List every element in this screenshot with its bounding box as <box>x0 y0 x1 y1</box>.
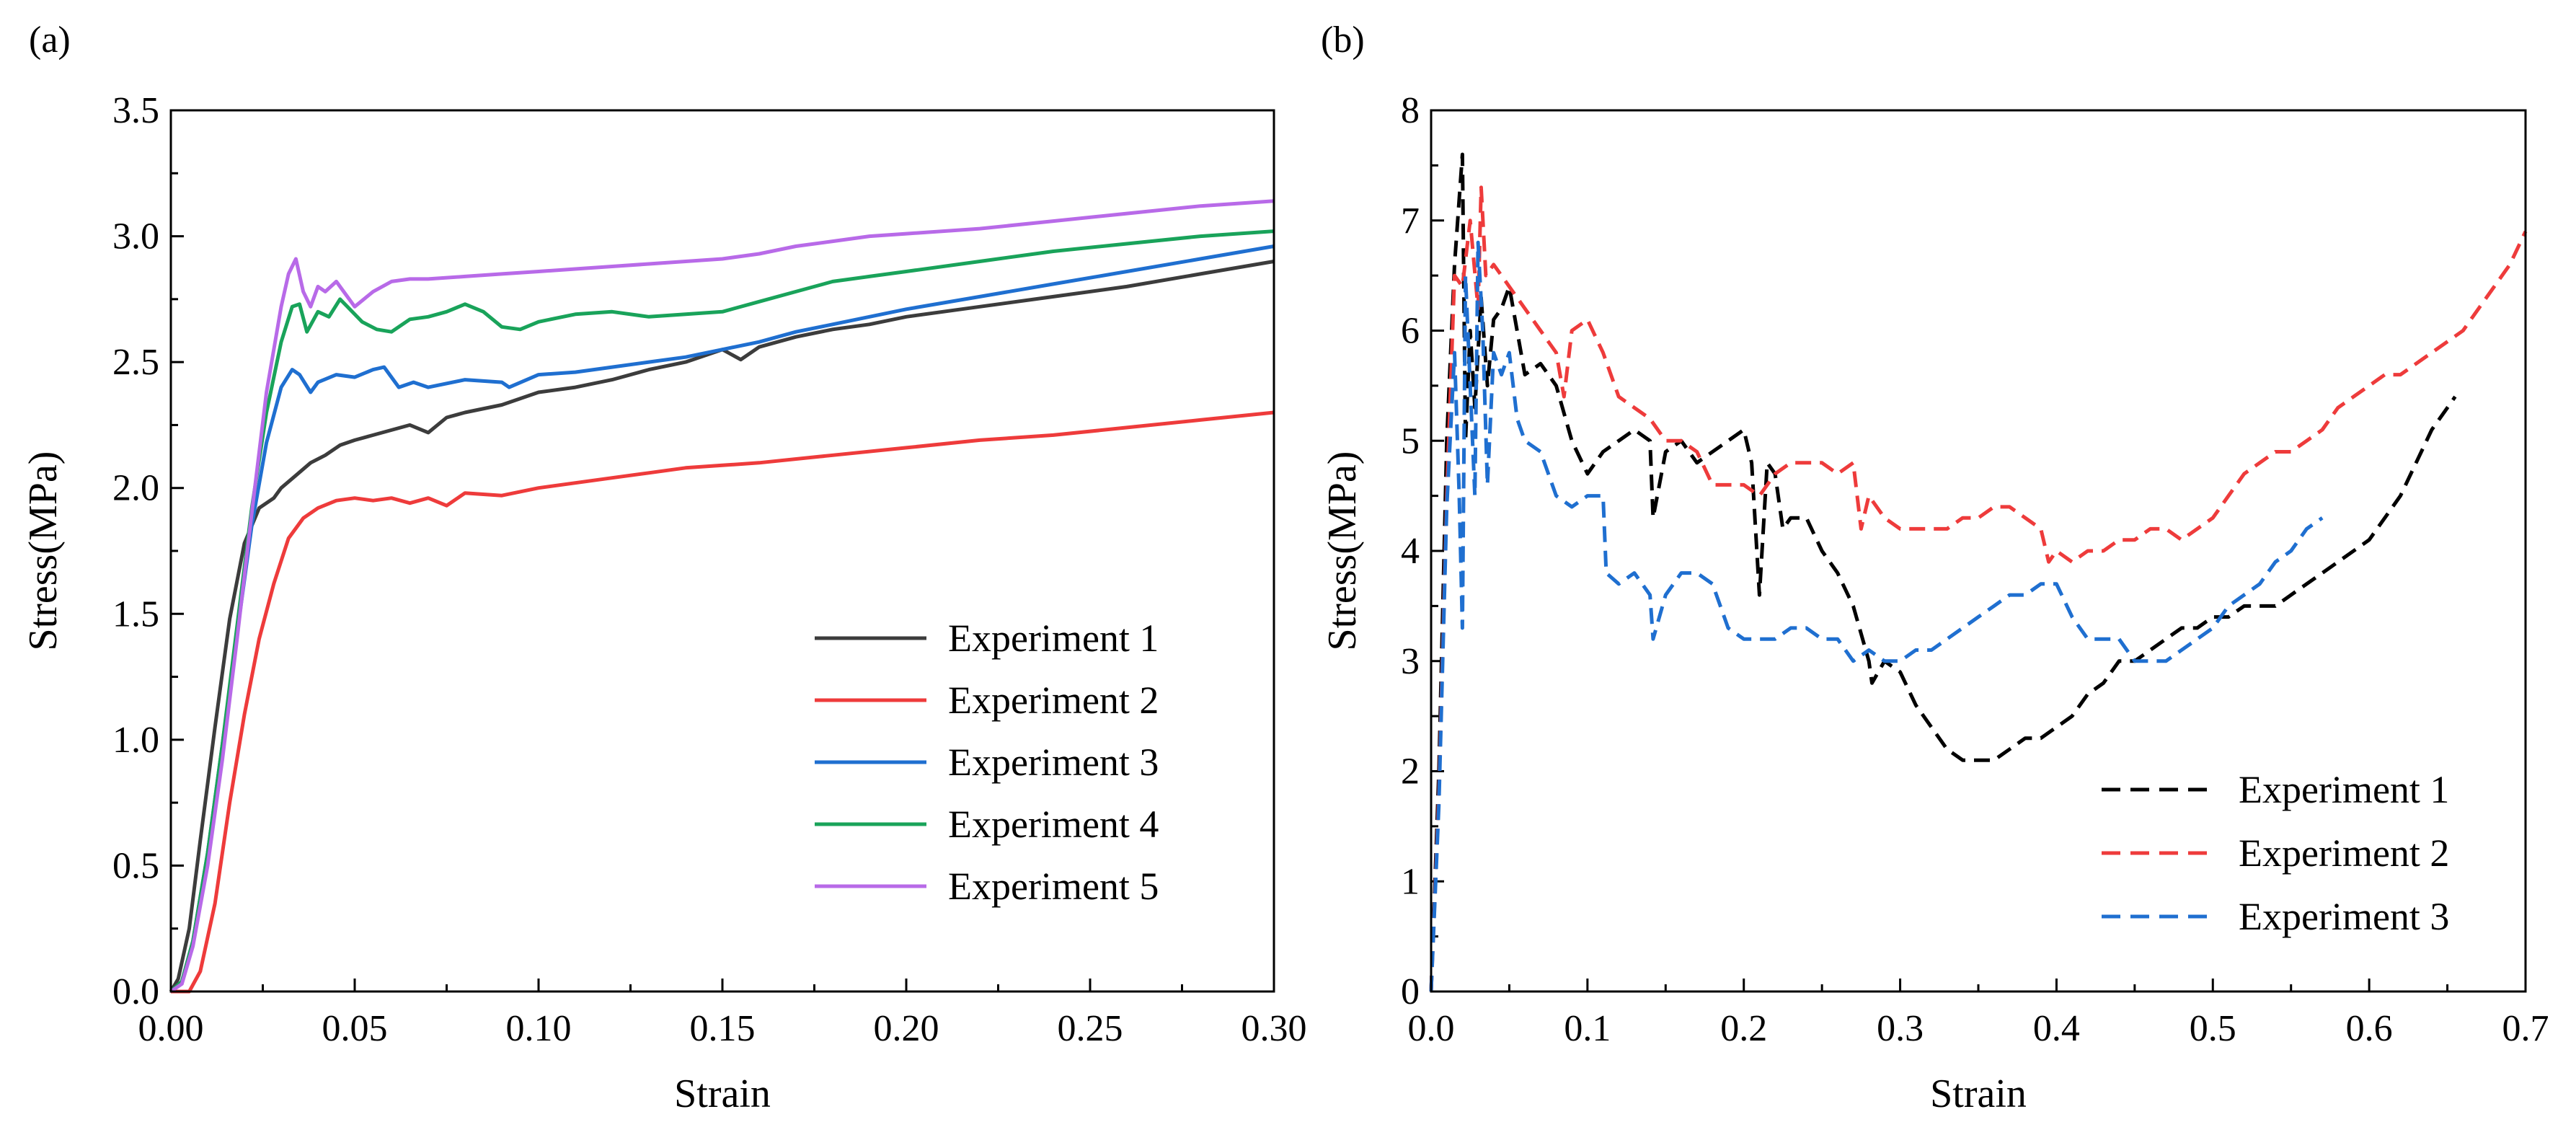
panel-b-label: (b) <box>1321 19 1365 61</box>
b-legend-label-3: Experiment 3 <box>2239 895 2449 938</box>
a-xtick-label: 0.05 <box>322 1008 388 1049</box>
b-legend-label-2: Experiment 2 <box>2239 831 2449 875</box>
b-ytick-label: 7 <box>1401 200 1420 242</box>
panel-b-legend: Experiment 1 Experiment 2 Experiment 3 <box>2102 768 2449 938</box>
a-ytick-label: 2.5 <box>112 342 159 383</box>
b-xtick-label: 0.4 <box>2033 1008 2080 1049</box>
a-ytick-label: 2.0 <box>112 468 159 509</box>
panel-b-axes: 0.0 0.1 0.2 0.3 0.4 0.5 0.6 0.7 0 1 2 3 4 5 6 7 8 <box>1401 90 2549 1049</box>
b-xtick-label: 0.6 <box>2346 1008 2393 1049</box>
panel-a-label: (a) <box>29 19 71 61</box>
a-ytick-label: 0.0 <box>112 971 159 1012</box>
b-xtick-label: 0.5 <box>2190 1008 2236 1049</box>
a-xtick-label: 0.20 <box>874 1008 939 1049</box>
a-ytick-label: 1.5 <box>112 593 159 635</box>
panel-b-series <box>1429 152 2528 992</box>
a-legend-label-4: Experiment 4 <box>948 803 1159 846</box>
b-ytick-label: 8 <box>1401 90 1420 131</box>
b-xtick-label: 0.1 <box>1564 1008 1611 1049</box>
a-ytick-label: 1.0 <box>112 720 159 761</box>
a-legend-label-3: Experiment 3 <box>948 741 1159 784</box>
a-xtick-label: 0.00 <box>138 1008 204 1049</box>
a-xtick-label: 0.30 <box>1241 1008 1307 1049</box>
a-legend-label-5: Experiment 5 <box>948 865 1159 908</box>
panel-a-xlabel: Strain <box>674 1072 771 1116</box>
panel-a-legend: Experiment 1 Experiment 2 Experiment 3 Expe… <box>815 617 1159 908</box>
b-ytick-label: 1 <box>1401 861 1420 902</box>
b-legend-label-1: Experiment 1 <box>2239 768 2449 811</box>
panel-a-frame <box>169 109 1275 993</box>
b-series-line-3 <box>1429 240 2324 992</box>
a-series-line-3 <box>169 244 1275 993</box>
a-xtick-label: 0.25 <box>1058 1008 1123 1049</box>
b-xtick-label: 0.0 <box>1408 1008 1455 1049</box>
b-xtick-label: 0.7 <box>2502 1008 2549 1049</box>
panel-b-ylabel: Stress(MPa) <box>1320 451 1365 651</box>
a-series-line-2 <box>171 410 1275 994</box>
b-ytick-label: 0 <box>1401 971 1420 1012</box>
panel-a: (a) 0.00 0.05 0.10 0.15 0.20 0.25 0.30 0.0 0.5 1.… <box>21 19 1307 1116</box>
panel-b: (b) 0.0 0.1 0.2 0.3 0.4 0.5 0.6 0.7 0 1 2 3 4 5 6 7 8 St… <box>1320 19 2549 1116</box>
panel-b-xlabel: Strain <box>1930 1072 2027 1116</box>
b-ytick-label: 4 <box>1401 531 1420 572</box>
b-xtick-label: 0.3 <box>1877 1008 1924 1049</box>
b-ytick-label: 6 <box>1401 311 1420 352</box>
a-xtick-label: 0.10 <box>506 1008 572 1049</box>
a-series-line-5 <box>169 199 1275 994</box>
b-series-line-2 <box>1429 185 2528 992</box>
a-ytick-label: 3.0 <box>112 216 159 257</box>
b-xtick-label: 0.2 <box>1720 1008 1767 1049</box>
a-legend-label-1: Experiment 1 <box>948 617 1159 660</box>
a-xtick-label: 0.15 <box>690 1008 756 1049</box>
b-series-line-1 <box>1429 152 2457 992</box>
a-series-line-4 <box>169 229 1275 993</box>
panel-a-axes: 0.00 0.05 0.10 0.15 0.20 0.25 0.30 0.0 0.5 1.0 1.5… <box>112 90 1307 1049</box>
b-ytick-label: 3 <box>1401 641 1420 682</box>
a-ytick-label: 3.5 <box>112 90 159 131</box>
b-ytick-label: 5 <box>1401 420 1420 461</box>
panel-a-ylabel: Stress(MPa) <box>21 451 66 651</box>
panel-a-series <box>169 199 1275 994</box>
a-legend-label-2: Experiment 2 <box>948 679 1159 722</box>
b-ytick-label: 2 <box>1401 751 1420 792</box>
panel-b-frame <box>1430 109 2527 993</box>
a-ytick-label: 0.5 <box>112 845 159 886</box>
